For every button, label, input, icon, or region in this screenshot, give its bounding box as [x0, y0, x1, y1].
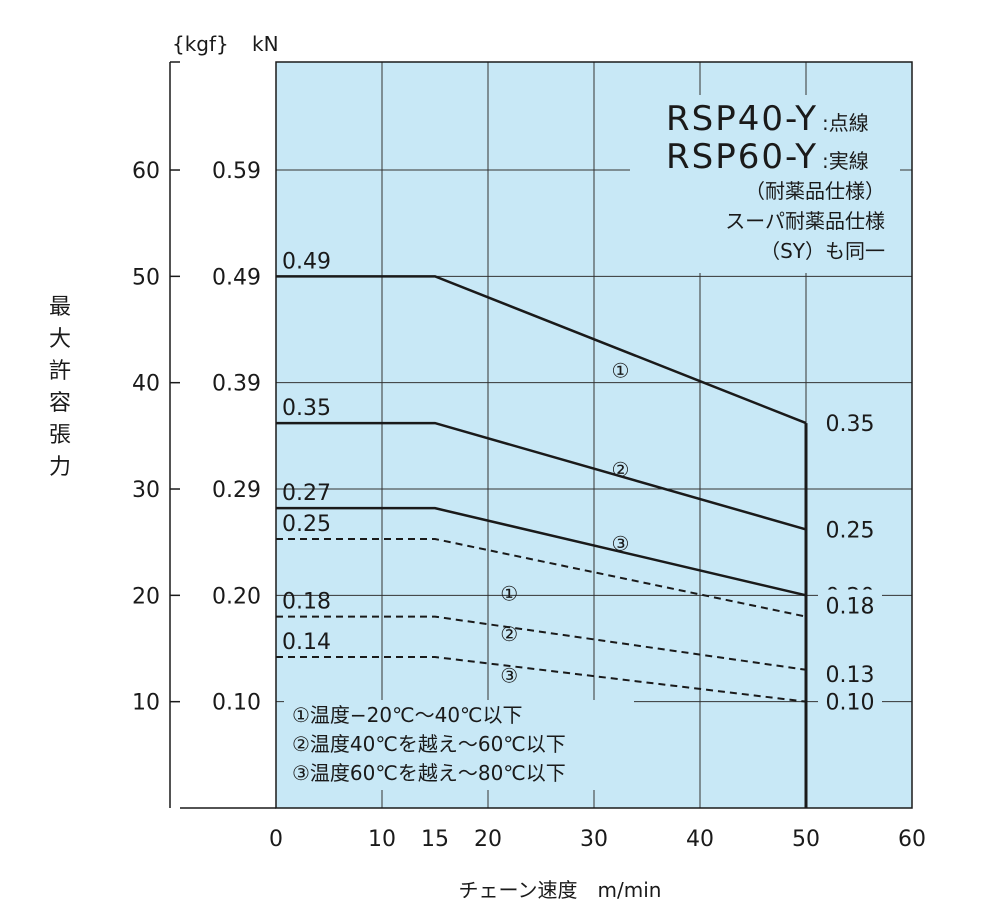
series-curve-number-2: ② — [612, 457, 630, 481]
series-curve-number-4: ① — [500, 582, 518, 606]
y-tick-kn-0.10: 0.10 — [212, 691, 261, 716]
y-axis-label-char: 大 — [49, 327, 71, 352]
series-end-label-bg-6 — [818, 685, 882, 712]
series-start-label-3: 0.27 — [282, 481, 331, 506]
note-line-3: （SY）も同一 — [760, 239, 885, 263]
title-block-bg — [630, 95, 900, 273]
y-tick-kn-0.29: 0.29 — [212, 478, 261, 503]
series-end-label-bg-1 — [818, 407, 882, 434]
x-tick-20: 20 — [474, 827, 502, 852]
y-unit-kgf: {kgf} — [172, 32, 229, 56]
x-tick-40: 40 — [686, 827, 714, 852]
y-tick-kn-bg-0.29 — [200, 475, 266, 504]
series-end-label-1: 0.35 — [826, 412, 875, 437]
series-start-label-6: 0.14 — [282, 630, 331, 655]
x-tick-50: 50 — [792, 827, 820, 852]
series-start-label-2: 0.35 — [282, 396, 331, 421]
series-line-1 — [276, 275, 807, 425]
plot-frame — [275, 61, 913, 809]
title-line-1: RSP40-Y — [666, 99, 818, 139]
y-tick-kn-0.39: 0.39 — [212, 372, 261, 397]
y-tick-kn-bg-0.39 — [200, 368, 266, 397]
series-line-4 — [276, 537, 807, 618]
y-tick-kgf-60: 60 — [132, 159, 160, 184]
series-line-6 — [276, 656, 807, 703]
legend-bg — [284, 700, 634, 790]
axes — [169, 61, 913, 809]
x-tick-30: 30 — [580, 827, 608, 852]
title-suffix-1: :点線 — [822, 111, 869, 135]
y-tick-kgf-20: 20 — [132, 584, 160, 609]
x-tick-10: 10 — [368, 827, 396, 852]
series-start-label-5: 0.18 — [282, 590, 331, 615]
legend: ①温度−20℃～40℃以下 ②温度40℃を越え～60℃以下 ③温度60℃を越え～… — [284, 700, 634, 790]
x-tick-0: 0 — [269, 827, 283, 852]
series-curve-number-6: ③ — [500, 664, 518, 688]
y-tick-kn-bg-0.20 — [200, 581, 266, 610]
y-axis-label-char: 許 — [49, 359, 71, 384]
x-tick-15: 15 — [421, 827, 449, 852]
series-line-2 — [276, 421, 807, 531]
title-line-2: RSP60-Y — [666, 137, 818, 177]
series-end-label-2: 0.25 — [826, 518, 875, 543]
y-unit-kn: kN — [252, 32, 279, 56]
note-line-1: （耐薬品仕様） — [745, 179, 885, 203]
note-line-2: スーパ耐薬品仕様 — [725, 209, 885, 233]
x-tick-60: 60 — [898, 827, 926, 852]
series-end-label-bg-5 — [818, 657, 882, 684]
y-tick-kn-bg-0.10 — [200, 687, 266, 716]
legend-item-1: ①温度−20℃～40℃以下 — [292, 703, 523, 727]
title-block: RSP40-Y :点線 RSP60-Y :実線 （耐薬品仕様） スーパ耐薬品仕様… — [630, 95, 900, 273]
y-axis-label-char: 容 — [49, 391, 71, 416]
y-tick-kgf-50: 50 — [132, 265, 160, 290]
series-end-label-6: 0.10 — [826, 691, 875, 716]
series-end-label-bg-4 — [818, 589, 882, 616]
y-tick-kn-bg-0.59 — [200, 156, 266, 185]
series-start-label-1: 0.49 — [282, 249, 331, 274]
series-group — [276, 275, 808, 808]
y-tick-kgf-40: 40 — [132, 372, 160, 397]
y-axis-label-char: 力 — [49, 455, 71, 480]
series-curve-number-1: ① — [612, 358, 630, 382]
y-axis-label-char: 張 — [49, 423, 71, 448]
y-tick-kn-0.49: 0.49 — [212, 265, 261, 290]
series-end-label-4: 0.18 — [826, 595, 875, 620]
y-axis-label-char: 最 — [49, 295, 71, 320]
series-line-5 — [276, 615, 807, 671]
y-tick-kn-bg-0.49 — [200, 262, 266, 291]
y-tick-kn-0.59: 0.59 — [212, 159, 261, 184]
y-tick-kn-0.20: 0.20 — [212, 584, 261, 609]
series-start-label-4: 0.25 — [282, 512, 331, 537]
title-suffix-2: :実線 — [822, 149, 869, 173]
legend-item-2: ②温度40℃を越え～60℃以下 — [292, 732, 566, 756]
series-line-3 — [276, 506, 807, 597]
grid — [276, 62, 913, 808]
legend-item-3: ③温度60℃を越え～80℃以下 — [292, 761, 566, 785]
y-tick-kgf-10: 10 — [132, 691, 160, 716]
series-curve-number-5: ② — [500, 622, 518, 646]
series-end-label-5: 0.13 — [826, 663, 875, 688]
y-tick-kgf-30: 30 — [132, 478, 160, 503]
series-curve-number-3: ③ — [612, 532, 630, 556]
x-axis-label: チェーン速度 m/min — [459, 878, 662, 902]
series-end-label-bg-2 — [818, 513, 882, 540]
labels-group: 10 20 30 40 50 60 0.10 0.20 0.29 0.39 0.49 0.59 0 10 1… — [49, 156, 926, 852]
